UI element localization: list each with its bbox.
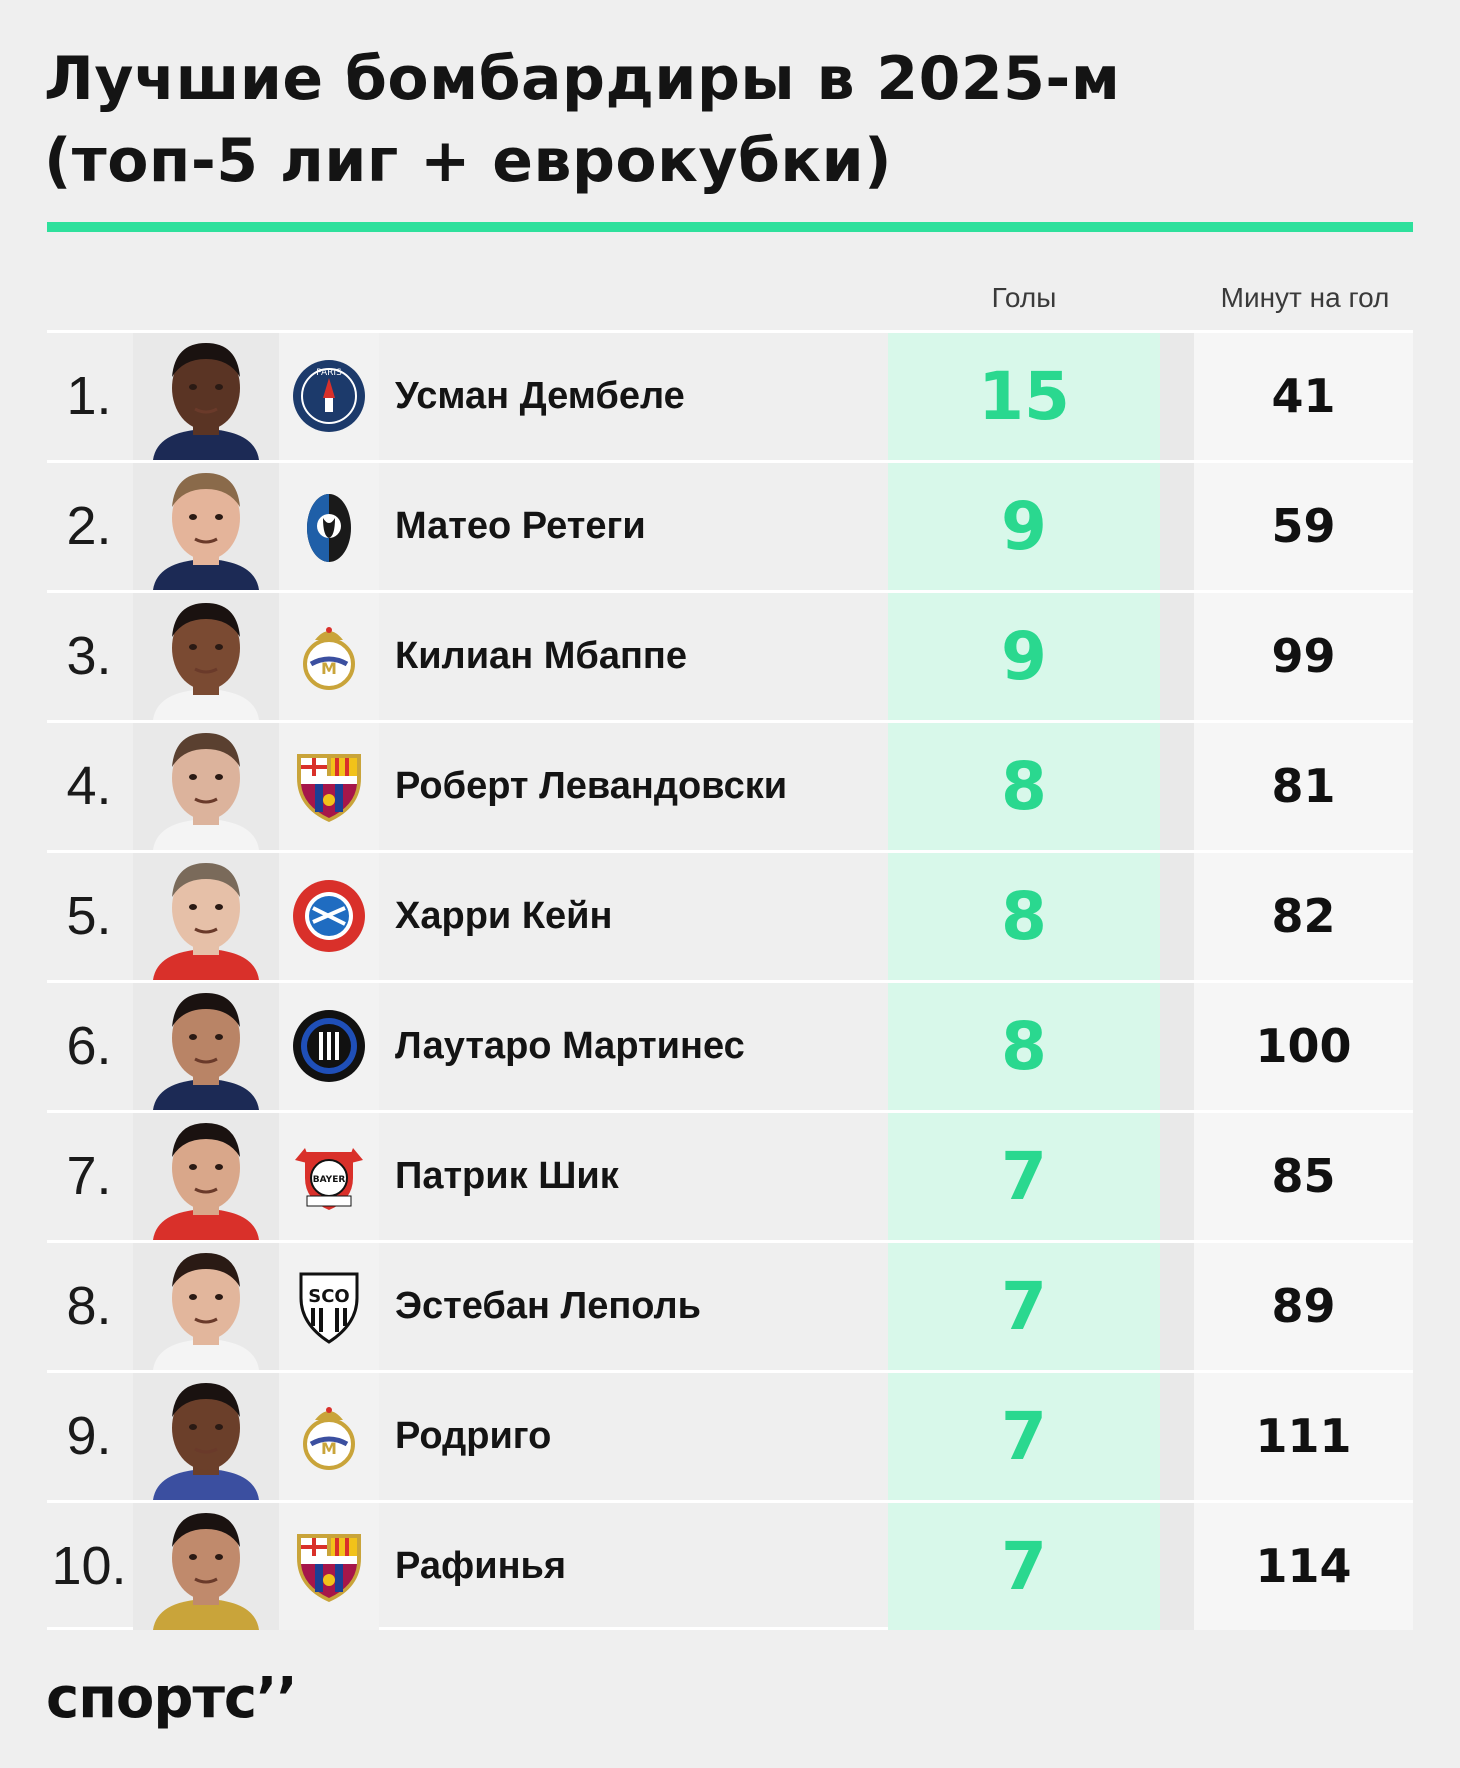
column-gap — [1160, 853, 1194, 980]
minutes-per-goal-value: 89 — [1194, 1243, 1413, 1370]
player-photo — [133, 1373, 279, 1500]
minutes-per-goal-value: 85 — [1194, 1113, 1413, 1240]
rank-number: 8. — [66, 1276, 112, 1336]
goals-value: 9 — [888, 463, 1160, 590]
inter-crest-icon — [279, 983, 379, 1110]
table-row: 7. BAYER Патрик Шик 7 85 — [47, 1110, 1413, 1240]
minutes-per-goal-value: 81 — [1194, 723, 1413, 850]
player-photo — [133, 853, 279, 980]
minutes-column-header: Минут на гол — [1220, 282, 1390, 313]
column-gap — [1160, 1243, 1194, 1370]
rank-number: 5. — [66, 886, 112, 946]
svg-text:BAYER: BAYER — [313, 1175, 346, 1185]
column-gap — [1160, 1113, 1194, 1240]
goals-value: 15 — [888, 333, 1160, 460]
column-gap — [1160, 333, 1194, 460]
goals-value: 7 — [888, 1113, 1160, 1240]
rank-number: 4. — [66, 756, 112, 816]
goals-value: 8 — [888, 853, 1160, 980]
goals-value: 8 — [888, 983, 1160, 1110]
rank-number: 7. — [66, 1146, 112, 1206]
minutes-per-goal-value: 82 — [1194, 853, 1413, 980]
column-gap — [1160, 1373, 1194, 1500]
title-line-2: (топ-5 лиг + еврокубки) — [44, 126, 893, 196]
player-photo — [133, 593, 279, 720]
player-name: Матео Ретеги — [395, 505, 646, 547]
minutes-per-goal-value: 59 — [1194, 463, 1413, 590]
barcelona-crest-icon — [279, 1503, 379, 1630]
player-name: Родриго — [395, 1415, 552, 1457]
table-row: 1. PARIS Усман Дембеле 15 41 — [47, 330, 1413, 460]
table-row: 5. Харри Кейн 8 82 — [47, 850, 1413, 980]
player-name: Эстебан Леполь — [395, 1285, 702, 1327]
rank-number: 6. — [66, 1016, 112, 1076]
rank-number: 9. — [66, 1406, 112, 1466]
svg-text:SCO: SCO — [308, 1286, 349, 1307]
player-name: Рафинья — [395, 1545, 567, 1587]
table-row: 3. M Килиан Мбаппе 9 99 — [47, 590, 1413, 720]
brand-logo: спортс’’ — [46, 1666, 298, 1731]
rank-number: 3. — [66, 626, 112, 686]
goals-value: 7 — [888, 1503, 1160, 1630]
player-photo — [133, 1113, 279, 1240]
atalanta-crest-icon — [279, 463, 379, 590]
player-name: Лаутаро Мартинес — [395, 1025, 745, 1067]
player-name: Патрик Шик — [395, 1155, 619, 1197]
rank-number: 1. — [66, 366, 112, 426]
title-line-1: Лучшие бомбардиры в 2025-м — [44, 44, 1121, 114]
column-gap — [1160, 983, 1194, 1110]
table-row: 10. Рафинья 7 114 — [47, 1500, 1413, 1630]
svg-text:M: M — [321, 1439, 337, 1458]
column-gap — [1160, 1503, 1194, 1630]
angers-crest-icon: SCO — [279, 1243, 379, 1370]
rank-number: 10. — [51, 1536, 127, 1596]
player-photo — [133, 1503, 279, 1630]
leverkusen-crest-icon: BAYER — [279, 1113, 379, 1240]
column-gap — [1160, 723, 1194, 850]
minutes-per-goal-value: 100 — [1194, 983, 1413, 1110]
rank-number: 2. — [66, 496, 112, 556]
goals-value: 7 — [888, 1373, 1160, 1500]
column-gap — [1160, 463, 1194, 590]
scorers-table: 1. PARIS Усман Дембеле 15 41 2. Матео Ретеги 9 5… — [47, 330, 1413, 1630]
goals-value: 7 — [888, 1243, 1160, 1370]
minutes-per-goal-value: 99 — [1194, 593, 1413, 720]
player-photo — [133, 1243, 279, 1370]
real-madrid-crest-icon: M — [279, 593, 379, 720]
player-name: Роберт Левандовски — [395, 765, 788, 807]
svg-text:M: M — [321, 659, 337, 678]
table-row: 8. SCO Эстебан Леполь 7 89 — [47, 1240, 1413, 1370]
minutes-per-goal-value: 111 — [1194, 1373, 1413, 1500]
real-madrid-crest-icon: M — [279, 1373, 379, 1500]
goals-value: 9 — [888, 593, 1160, 720]
minutes-per-goal-value: 114 — [1194, 1503, 1413, 1630]
svg-text:PARIS: PARIS — [316, 368, 342, 378]
table-row: 2. Матео Ретеги 9 59 — [47, 460, 1413, 590]
table-row: 9. M Родриго 7 111 — [47, 1370, 1413, 1500]
bayern-crest-icon — [279, 853, 379, 980]
table-row: 6. Лаутаро Мартинес 8 100 — [47, 980, 1413, 1110]
goals-value: 8 — [888, 723, 1160, 850]
accent-divider — [47, 222, 1413, 232]
player-photo — [133, 333, 279, 460]
column-gap — [1160, 593, 1194, 720]
minutes-per-goal-value: 41 — [1194, 333, 1413, 460]
table-row: 4. Роберт Левандовски 8 81 — [47, 720, 1413, 850]
player-photo — [133, 723, 279, 850]
psg-crest-icon: PARIS — [279, 333, 379, 460]
player-name: Килиан Мбаппе — [395, 635, 687, 677]
player-photo — [133, 463, 279, 590]
page-title: Лучшие бомбардиры в 2025-м (топ-5 лиг + … — [44, 38, 1424, 202]
player-name: Харри Кейн — [395, 895, 613, 937]
player-photo — [133, 983, 279, 1110]
barcelona-crest-icon — [279, 723, 379, 850]
goals-column-header: Голы — [991, 282, 1057, 313]
player-name: Усман Дембеле — [395, 375, 685, 417]
